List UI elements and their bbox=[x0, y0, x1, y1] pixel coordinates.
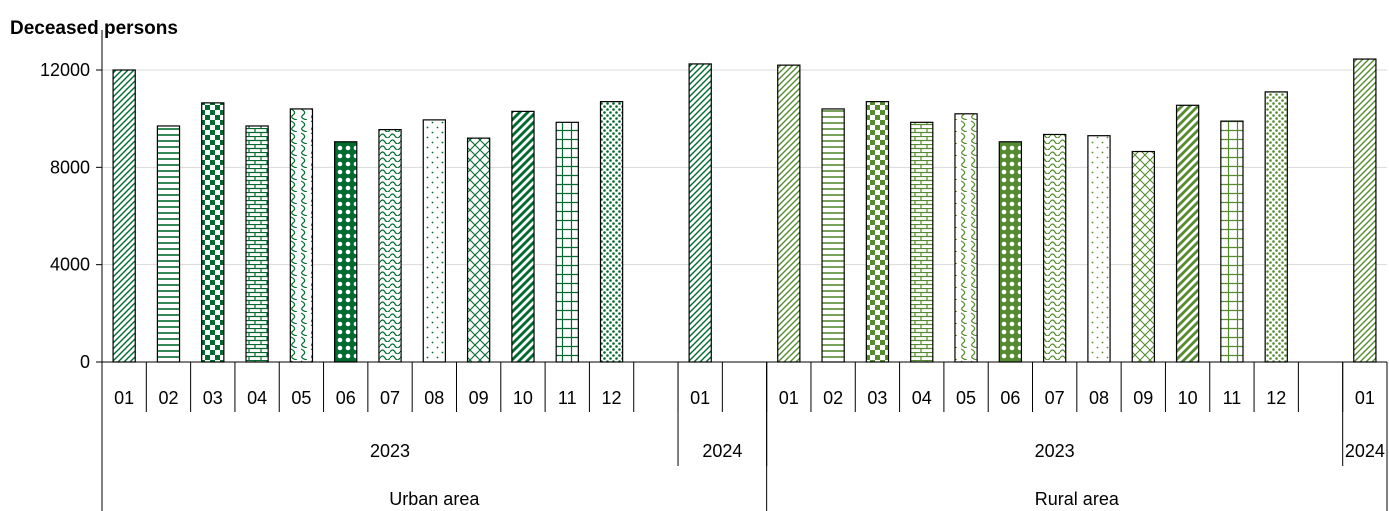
month-label: 01 bbox=[1355, 388, 1375, 408]
month-label: 03 bbox=[867, 388, 887, 408]
area-label: Urban area bbox=[389, 489, 480, 509]
month-label: 05 bbox=[956, 388, 976, 408]
month-label: 06 bbox=[336, 388, 356, 408]
month-label: 03 bbox=[203, 388, 223, 408]
month-label: 01 bbox=[690, 388, 710, 408]
year-label: 2023 bbox=[370, 441, 410, 461]
bar bbox=[599, 101, 624, 363]
month-label: 10 bbox=[513, 388, 533, 408]
month-label: 06 bbox=[1000, 388, 1020, 408]
month-label: 10 bbox=[1178, 388, 1198, 408]
y-tick-label: 8000 bbox=[50, 157, 90, 177]
bar bbox=[998, 141, 1023, 363]
axes bbox=[101, 30, 1387, 511]
y-tick-label: 4000 bbox=[50, 255, 90, 275]
bar bbox=[422, 119, 447, 363]
bar bbox=[378, 129, 402, 363]
gridlines bbox=[102, 69, 1387, 266]
year-label: 2024 bbox=[1345, 441, 1385, 461]
month-label: 09 bbox=[469, 388, 489, 408]
bar bbox=[1131, 150, 1155, 363]
area-label: Rural area bbox=[1035, 489, 1120, 509]
month-label: 11 bbox=[1223, 388, 1242, 408]
month-label: 09 bbox=[1133, 388, 1153, 408]
bar bbox=[1175, 104, 1200, 363]
month-label: 04 bbox=[912, 388, 932, 408]
month-label: 02 bbox=[823, 388, 843, 408]
bar bbox=[1042, 133, 1067, 363]
bar bbox=[821, 108, 845, 363]
y-axis-ticks: 0 4000 8000 12000 bbox=[40, 60, 102, 372]
bar bbox=[910, 121, 934, 363]
month-label: 01 bbox=[114, 388, 134, 408]
bar bbox=[466, 137, 491, 363]
bar bbox=[555, 121, 579, 363]
month-label: 08 bbox=[424, 388, 444, 408]
month-label: 12 bbox=[1266, 388, 1286, 408]
bar bbox=[865, 101, 890, 363]
category-axis: 01 02 03 04 05 06 07 08 09 10 11 12 01 01 02 03 04 05 06 07… bbox=[101, 362, 1388, 511]
bar bbox=[334, 141, 358, 363]
bar bbox=[112, 69, 136, 363]
bar bbox=[511, 110, 535, 363]
bar bbox=[245, 125, 269, 363]
month-label: 05 bbox=[291, 388, 311, 408]
bar bbox=[954, 113, 978, 363]
bar bbox=[1220, 120, 1244, 363]
month-label: 02 bbox=[158, 388, 178, 408]
month-label: 08 bbox=[1089, 388, 1109, 408]
month-label: 07 bbox=[380, 388, 400, 408]
month-label: 01 bbox=[779, 388, 799, 408]
bar bbox=[156, 125, 181, 363]
month-label: 04 bbox=[247, 388, 267, 408]
y-axis-title: Deceased persons bbox=[10, 18, 178, 39]
month-label: 07 bbox=[1045, 388, 1065, 408]
bar bbox=[1264, 91, 1288, 363]
year-label: 2024 bbox=[702, 441, 742, 461]
bars bbox=[112, 58, 1377, 363]
month-label: 12 bbox=[602, 388, 622, 408]
bar bbox=[289, 108, 314, 363]
bar bbox=[777, 64, 801, 363]
y-tick-label: 12000 bbox=[40, 60, 90, 80]
y-tick-label: 0 bbox=[80, 352, 90, 372]
month-label: 11 bbox=[558, 388, 577, 408]
bar bbox=[1353, 58, 1377, 363]
year-label: 2023 bbox=[1035, 441, 1075, 461]
bar bbox=[688, 63, 712, 363]
bar bbox=[1087, 135, 1111, 363]
bar bbox=[201, 102, 225, 363]
